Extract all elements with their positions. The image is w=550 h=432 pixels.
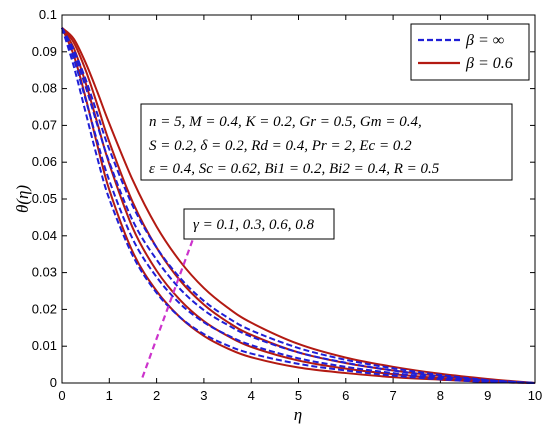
y-tick-label: 0.09 — [32, 44, 57, 59]
x-tick-label: 6 — [342, 388, 349, 403]
x-tick-label: 8 — [437, 388, 444, 403]
parameter-box-frame — [140, 103, 513, 181]
series-line-beta-inf-gamma-0.1 — [61, 27, 536, 384]
x-tick-label: 2 — [153, 388, 160, 403]
y-tick-label: 0.03 — [32, 265, 57, 280]
legend-label-beta-0.6: β = 0.6 — [465, 55, 513, 72]
y-tick-label: 0.01 — [32, 338, 57, 353]
legend-box — [410, 23, 530, 81]
gamma-label: γ = 0.1, 0.3, 0.6, 0.8 — [193, 217, 315, 233]
y-tick-label: 0.04 — [32, 228, 57, 243]
x-axis-label: η — [294, 405, 302, 424]
parameter-box: n = 5, M = 0.4, K = 0.2, Gr = 0.5, Gm = … — [140, 103, 513, 181]
y-tick-label: 0.05 — [32, 191, 57, 206]
x-tick-label: 9 — [484, 388, 491, 403]
parameter-line-2: S = 0.2, δ = 0.2, Rd = 0.4, Pr = 2, Ec =… — [149, 138, 412, 154]
x-tick-label: 0 — [58, 388, 65, 403]
x-tick-label: 3 — [200, 388, 207, 403]
gamma-annotation: γ = 0.1, 0.3, 0.6, 0.8 — [141, 208, 335, 378]
y-tick-label: 0.07 — [32, 117, 57, 132]
y-tick-label: 0.02 — [32, 301, 57, 316]
gamma-arrow — [141, 228, 198, 378]
y-tick-label: 0.06 — [32, 154, 57, 169]
x-tick-label: 7 — [389, 388, 396, 403]
y-axis-label: θ(η) — [13, 185, 32, 213]
gamma-label-box — [183, 208, 335, 240]
axis-ticks: 0 1 2 3 4 5 6 7 8 9 10 0 0.01 0.02 0.03 0.04 0.05 0.06 0.0… — [32, 7, 543, 403]
y-tick-label: 0.08 — [32, 81, 57, 96]
y-tick-label: 0 — [50, 375, 57, 390]
parameter-line-3: ε = 0.4, Sc = 0.62, Bi1 = 0.2, Bi2 = 0.4… — [149, 161, 440, 177]
legend: β = ∞ β = 0.6 — [410, 23, 530, 81]
x-tick-label: 10 — [528, 388, 542, 403]
plot-frame — [61, 14, 536, 384]
legend-label-beta-inf: β = ∞ — [465, 32, 504, 49]
parameter-line-1: n = 5, M = 0.4, K = 0.2, Gr = 0.5, Gm = … — [149, 114, 422, 130]
y-tick-label: 0.1 — [39, 7, 57, 22]
series-line-beta-inf-gamma-0.3 — [61, 27, 536, 384]
series-line-beta-inf-gamma-0.6 — [61, 27, 536, 384]
x-tick-label: 4 — [248, 388, 255, 403]
series-line-beta-inf-gamma-0.8 — [61, 27, 536, 384]
series-line-beta-0.6-gamma-0.8 — [61, 27, 536, 384]
x-tick-label: 5 — [295, 388, 302, 403]
plot-curves — [61, 27, 536, 384]
x-tick-label: 1 — [106, 388, 113, 403]
